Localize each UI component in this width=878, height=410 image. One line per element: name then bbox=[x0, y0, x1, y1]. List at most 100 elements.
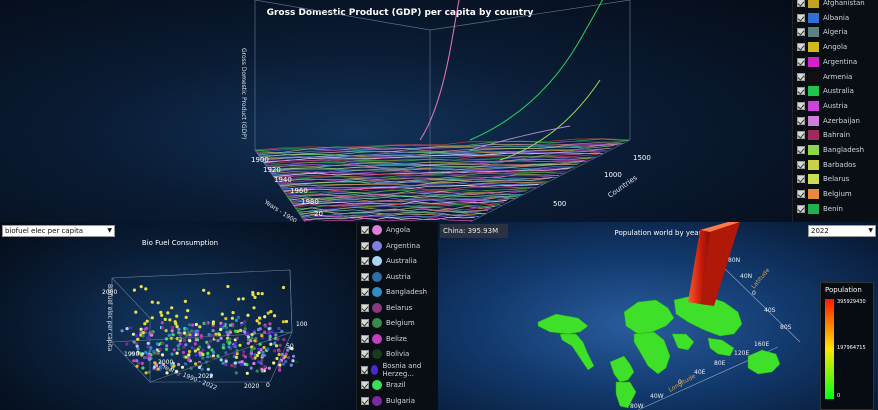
checkbox[interactable] bbox=[361, 381, 369, 389]
scatter-point bbox=[291, 359, 295, 363]
scatter-point bbox=[209, 373, 213, 378]
biofuel-metric-select[interactable]: biofuel elec per capita ▼ bbox=[2, 225, 115, 237]
gdp-series-line bbox=[299, 209, 489, 215]
population-color-legend: Population 395929430 197964715 0 bbox=[820, 282, 874, 410]
population-map-panel[interactable]: China: 395.93M Population world by year … bbox=[438, 222, 878, 410]
scatter-point bbox=[148, 331, 152, 335]
gdp-legend-item[interactable]: Bangladesh bbox=[797, 143, 864, 157]
gdp-legend-item[interactable]: Belarus bbox=[797, 172, 849, 186]
scatter-point bbox=[170, 306, 174, 310]
population-3d-map[interactable]: 80N 40N 0 40S 80S 160E 120E 80E 40E 0 40… bbox=[438, 222, 878, 410]
gdp-3d-chart[interactable]: 1900 1920 1940 1960 1980 20 1500 1000 50… bbox=[0, 0, 792, 222]
color-swatch-icon bbox=[808, 130, 819, 141]
gdp-legend-panel[interactable]: Afghanistan Albania Algeria Angola Argentina… bbox=[792, 0, 878, 222]
scatter-point bbox=[284, 352, 288, 356]
biofuel-chart-panel[interactable]: biofuel elec per capita ▼ Bio Fuel Consu… bbox=[0, 222, 356, 410]
bio-legend-item[interactable]: Bosnia and Herzeg... bbox=[361, 362, 439, 378]
checkbox[interactable] bbox=[361, 272, 369, 281]
checkbox[interactable] bbox=[361, 226, 369, 234]
scatter-point bbox=[235, 352, 239, 356]
year-select[interactable]: 2022 ▼ bbox=[808, 225, 876, 237]
scatter-point bbox=[210, 348, 214, 352]
checkbox[interactable] bbox=[797, 175, 805, 184]
scatter-point bbox=[181, 350, 186, 355]
color-swatch-icon bbox=[808, 203, 819, 214]
scatter-point bbox=[246, 341, 250, 345]
legend-item-label: Bulgaria bbox=[386, 396, 416, 405]
bio-legend-item[interactable]: Austria bbox=[361, 270, 411, 284]
biofuel-3d-scatter[interactable]: 2000 1990 2000 2022 100 50 0 2020 Biofue… bbox=[0, 222, 356, 410]
scatter-point bbox=[249, 339, 253, 343]
gdp-legend-item[interactable]: Australia bbox=[797, 84, 854, 98]
scatter-point bbox=[194, 338, 198, 342]
scatter-point bbox=[132, 359, 136, 363]
checkbox[interactable] bbox=[361, 334, 369, 343]
scatter-point bbox=[252, 361, 256, 366]
gdp-legend-item[interactable]: Azerbaijan bbox=[797, 114, 860, 128]
gdp-legend-item[interactable]: Argentina bbox=[797, 55, 857, 69]
checkbox[interactable] bbox=[797, 190, 805, 199]
bio-legend-item[interactable]: Belarus bbox=[361, 301, 412, 315]
scatter-point bbox=[183, 326, 187, 331]
bio-legend-item[interactable]: Belize bbox=[361, 332, 407, 346]
checkbox[interactable] bbox=[361, 241, 369, 250]
gdp-chart-panel[interactable]: Gross Domestic Product (GDP) per capita … bbox=[0, 0, 792, 222]
checkbox[interactable] bbox=[797, 116, 805, 125]
gdp-legend-item[interactable]: Belgium bbox=[797, 187, 852, 201]
bio-legend-item[interactable]: Argentina bbox=[361, 239, 420, 253]
bio-legend-item[interactable]: Bolivia bbox=[361, 347, 409, 361]
china-population-bar[interactable] bbox=[688, 222, 740, 306]
bio-legend-item[interactable]: Bangladesh bbox=[361, 285, 427, 299]
biofuel-legend-panel[interactable]: Angola Argentina Australia Austria Banglades… bbox=[356, 222, 439, 410]
checkbox[interactable] bbox=[361, 365, 368, 374]
scatter-point bbox=[187, 353, 191, 357]
checkbox[interactable] bbox=[797, 160, 805, 169]
scatter-point bbox=[251, 356, 255, 360]
gdp-legend-item[interactable]: Austria bbox=[797, 99, 848, 113]
scatter-point bbox=[210, 333, 214, 337]
checkbox[interactable] bbox=[797, 28, 805, 37]
gdp-series-line bbox=[296, 205, 498, 211]
checkbox[interactable] bbox=[797, 204, 805, 213]
checkbox[interactable] bbox=[361, 303, 369, 312]
bio-legend-item[interactable]: Belgium bbox=[361, 316, 415, 330]
gdp-legend-item[interactable]: Benin bbox=[797, 202, 843, 216]
gdp-series-line bbox=[289, 194, 521, 200]
bio-legend-item[interactable]: Bulgaria bbox=[361, 394, 415, 408]
checkbox[interactable] bbox=[361, 396, 369, 405]
checkbox[interactable] bbox=[797, 131, 805, 140]
checkbox[interactable] bbox=[797, 13, 805, 22]
scatter-point bbox=[194, 329, 198, 333]
scatter-point bbox=[152, 351, 156, 355]
checkbox[interactable] bbox=[797, 0, 805, 7]
bio-legend-item[interactable]: Angola bbox=[361, 223, 410, 237]
checkbox[interactable] bbox=[797, 57, 805, 66]
checkbox[interactable] bbox=[797, 146, 805, 154]
scatter-point bbox=[234, 329, 238, 333]
checkbox[interactable] bbox=[797, 43, 805, 52]
gdp-legend-item[interactable]: Armenia bbox=[797, 70, 852, 84]
gdp-legend-item[interactable]: Algeria bbox=[797, 25, 848, 39]
checkbox[interactable] bbox=[361, 350, 369, 358]
scatter-point bbox=[135, 359, 139, 363]
scatter-point bbox=[165, 371, 169, 375]
gdp-legend-item[interactable]: Albania bbox=[797, 11, 849, 25]
lat-axis-label: Latitude bbox=[750, 267, 771, 291]
checkbox[interactable] bbox=[797, 72, 805, 81]
scatter-point bbox=[284, 360, 288, 364]
checkbox[interactable] bbox=[361, 288, 369, 296]
scatter-point bbox=[226, 333, 230, 337]
checkbox[interactable] bbox=[361, 319, 369, 327]
gdp-legend-item[interactable]: Bahrain bbox=[797, 128, 850, 142]
gdp-legend-item[interactable]: Barbados bbox=[797, 158, 856, 172]
gdp-legend-item[interactable]: Angola bbox=[797, 40, 847, 54]
gdp-legend-item[interactable]: Afghanistan bbox=[797, 0, 865, 10]
scatter-point bbox=[136, 322, 140, 327]
bio-legend-item[interactable]: Australia bbox=[361, 254, 417, 268]
checkbox[interactable] bbox=[797, 101, 805, 110]
scatter-point bbox=[272, 361, 276, 365]
checkbox[interactable] bbox=[797, 87, 805, 96]
checkbox[interactable] bbox=[361, 257, 369, 265]
biofuel-metric-value: biofuel elec per capita bbox=[5, 227, 84, 235]
bio-legend-item[interactable]: Brazil bbox=[361, 378, 406, 392]
